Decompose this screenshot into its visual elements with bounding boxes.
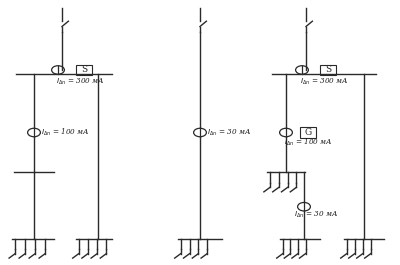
Text: $I_{\Delta n}$ = 30 мА: $I_{\Delta n}$ = 30 мА: [207, 127, 252, 138]
Text: $I_{\Delta n}$ = 100 мА: $I_{\Delta n}$ = 100 мА: [284, 137, 333, 148]
Bar: [76, 65, 92, 75]
Text: S: S: [81, 65, 87, 74]
Text: $I_{\Delta n}$ = 30 мА: $I_{\Delta n}$ = 30 мА: [294, 210, 338, 220]
Text: S: S: [325, 65, 331, 74]
Text: $I_{\Delta n}$ = 100 мА: $I_{\Delta n}$ = 100 мА: [41, 127, 90, 138]
Text: $I_{\Delta n}$ = 300 мА: $I_{\Delta n}$ = 300 мА: [300, 77, 349, 87]
Text: $I_{\Delta n}$ = 300 мА: $I_{\Delta n}$ = 300 мА: [56, 77, 105, 87]
Text: G: G: [304, 128, 312, 137]
Bar: [300, 127, 316, 138]
Bar: [320, 65, 336, 75]
